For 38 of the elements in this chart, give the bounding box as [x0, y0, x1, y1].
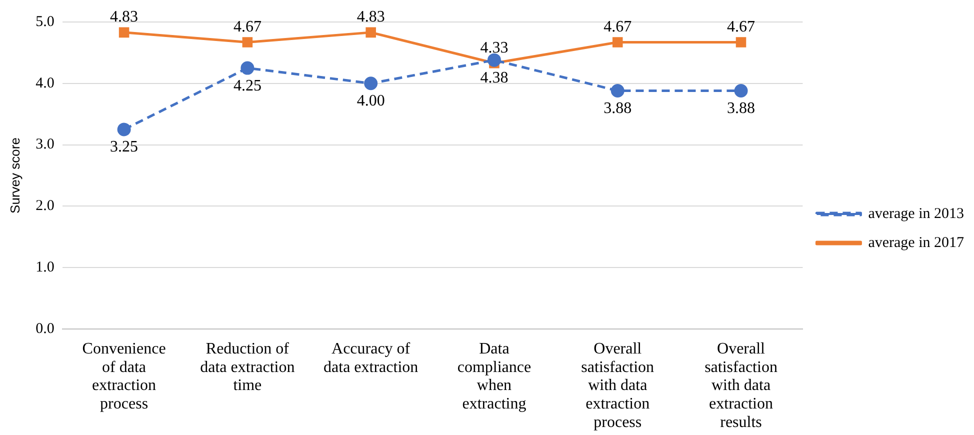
- point: [734, 84, 748, 98]
- legend-label: average in 2017: [868, 234, 964, 251]
- point: [364, 76, 378, 90]
- data-label: 3.88: [727, 100, 756, 117]
- x-tick-label: Overall satisfaction with data extraction process: [581, 340, 654, 432]
- point: [117, 122, 131, 136]
- data-label: 4.67: [727, 18, 756, 36]
- x-tick-label: Overall satisfaction with data extraction results: [704, 340, 778, 432]
- y-tick-label: 5.0: [36, 14, 54, 30]
- point: [240, 61, 254, 75]
- point: [610, 84, 624, 98]
- data-label: 4.67: [604, 18, 632, 36]
- data-label: 4.38: [480, 69, 508, 86]
- y-tick-label: 3.0: [36, 136, 54, 153]
- y-axis-title: Survey score: [7, 138, 22, 214]
- y-tick-label: 2.0: [36, 198, 54, 214]
- legend-label: average in 2013: [868, 206, 964, 222]
- point: [612, 37, 623, 48]
- point: [736, 37, 746, 48]
- data-label: 4.83: [356, 8, 385, 26]
- y-tick-label: 0.0: [36, 320, 54, 337]
- y-tick-label: 1.0: [36, 260, 54, 276]
- data-label: 4.25: [233, 77, 262, 94]
- point: [366, 27, 376, 38]
- x-tick-label: Accuracy of data extraction: [324, 340, 418, 376]
- point: [487, 53, 501, 67]
- data-label: 3.25: [110, 138, 138, 156]
- point: [118, 27, 130, 38]
- point: [242, 37, 253, 48]
- data-label: 4.67: [233, 18, 262, 36]
- data-label: 4.83: [110, 8, 138, 26]
- data-label: 3.88: [604, 100, 632, 117]
- x-tick-label: Convenience of data extraction process: [82, 340, 166, 413]
- y-tick-label: 4.0: [36, 75, 54, 92]
- x-tick-label: Data compliance when extracting: [457, 340, 532, 413]
- data-label: 4.33: [480, 39, 508, 56]
- x-tick-label: Reduction of data extraction time: [200, 340, 295, 394]
- data-label: 4.00: [356, 92, 385, 110]
